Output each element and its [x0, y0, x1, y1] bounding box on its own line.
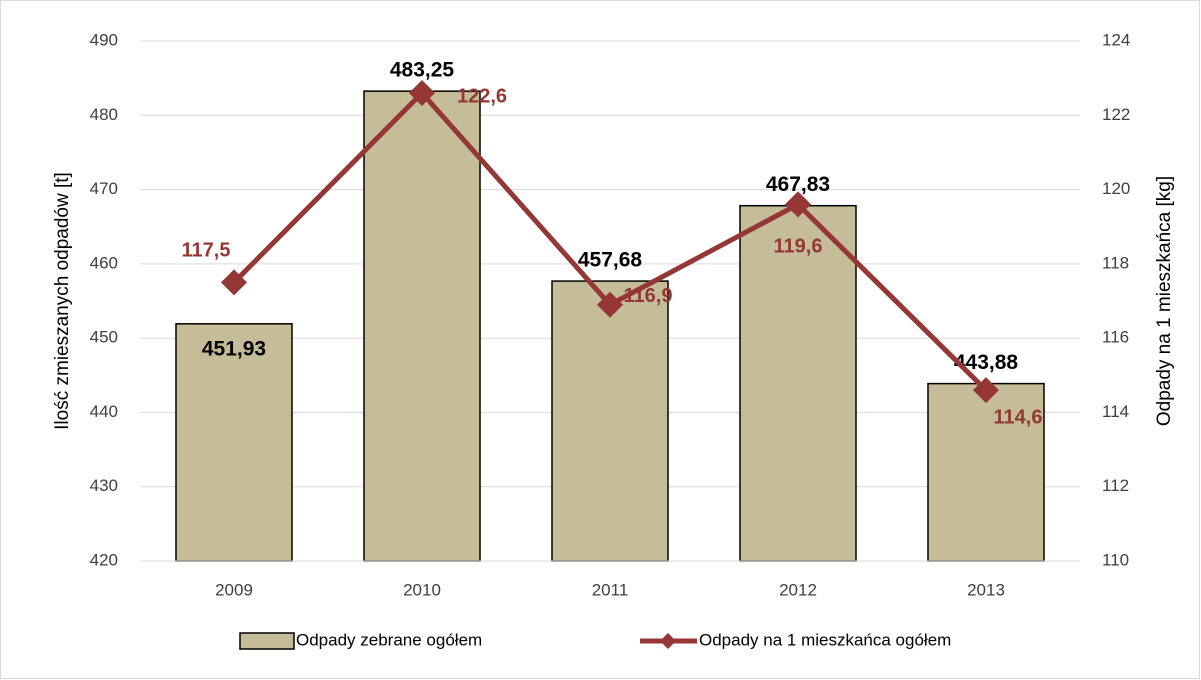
legend-text: Odpady na 1 mieszkańca ogółem: [699, 630, 951, 649]
x-tick-label: 2009: [215, 580, 253, 599]
y-axis-title: Ilość zmieszanych odpadów [t]: [52, 172, 73, 430]
y-tick-label: 490: [90, 30, 118, 49]
y2-tick-label: 114: [1102, 402, 1129, 421]
legend-marker: [660, 633, 676, 649]
data-label: 457,68: [578, 249, 643, 272]
marker: [785, 191, 811, 218]
data-label: 116,9: [624, 285, 673, 307]
y2-tick-label: 120: [1102, 179, 1130, 198]
bar: [739, 204, 857, 562]
data-label: 467,83: [766, 173, 830, 196]
y2-tick-label: 116: [1102, 328, 1129, 347]
data-label: 483,25: [390, 59, 455, 82]
bar: [927, 382, 1045, 562]
marker: [221, 269, 247, 296]
y2-axis-title: Odpady na 1 mieszkańca [kg]: [1154, 176, 1175, 426]
y2-tick-label: 110: [1102, 550, 1129, 569]
data-label: 122,6: [457, 85, 507, 107]
y-tick-label: 420: [90, 550, 118, 569]
data-label: 443,88: [954, 351, 1019, 374]
bar: [175, 323, 293, 562]
x-tick-label: 2013: [967, 580, 1005, 599]
y2-tick-label: 122: [1102, 105, 1130, 124]
y2-tick-label: 124: [1102, 30, 1130, 49]
data-label: 117,5: [182, 240, 231, 262]
y-tick-label: 440: [90, 402, 118, 421]
x-tick-label: 2011: [592, 580, 629, 599]
marker: [597, 291, 623, 318]
y-tick-label: 460: [90, 253, 118, 272]
legend-text: Odpady zebrane ogółem: [296, 630, 482, 649]
legend-swatch: [239, 632, 295, 650]
y-tick-label: 480: [90, 105, 118, 124]
x-tick-label: 2010: [403, 580, 441, 599]
y2-tick-label: 112: [1102, 476, 1129, 495]
x-tick-label: 2012: [779, 580, 817, 599]
marker: [973, 377, 999, 404]
bar: [551, 280, 669, 562]
marker: [409, 80, 435, 106]
y-tick-label: 450: [90, 328, 118, 347]
y-tick-label: 430: [90, 476, 118, 495]
y2-tick-label: 118: [1102, 253, 1129, 272]
data-label: 114,6: [994, 406, 1043, 428]
data-label: 119,6: [774, 236, 823, 258]
bar: [363, 90, 481, 562]
y-tick-label: 470: [90, 179, 118, 198]
data-label: 451,93: [202, 337, 266, 360]
